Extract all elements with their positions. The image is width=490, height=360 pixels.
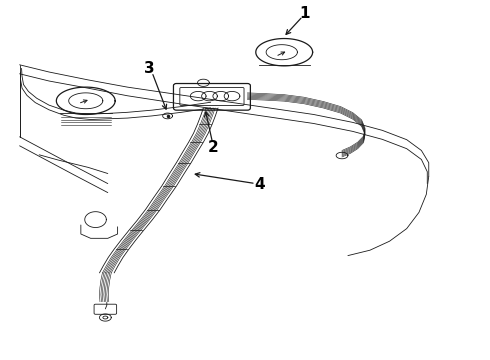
Text: 3: 3: [144, 61, 155, 76]
Text: 4: 4: [254, 177, 265, 192]
Text: 1: 1: [299, 6, 310, 21]
Text: 2: 2: [207, 140, 218, 155]
